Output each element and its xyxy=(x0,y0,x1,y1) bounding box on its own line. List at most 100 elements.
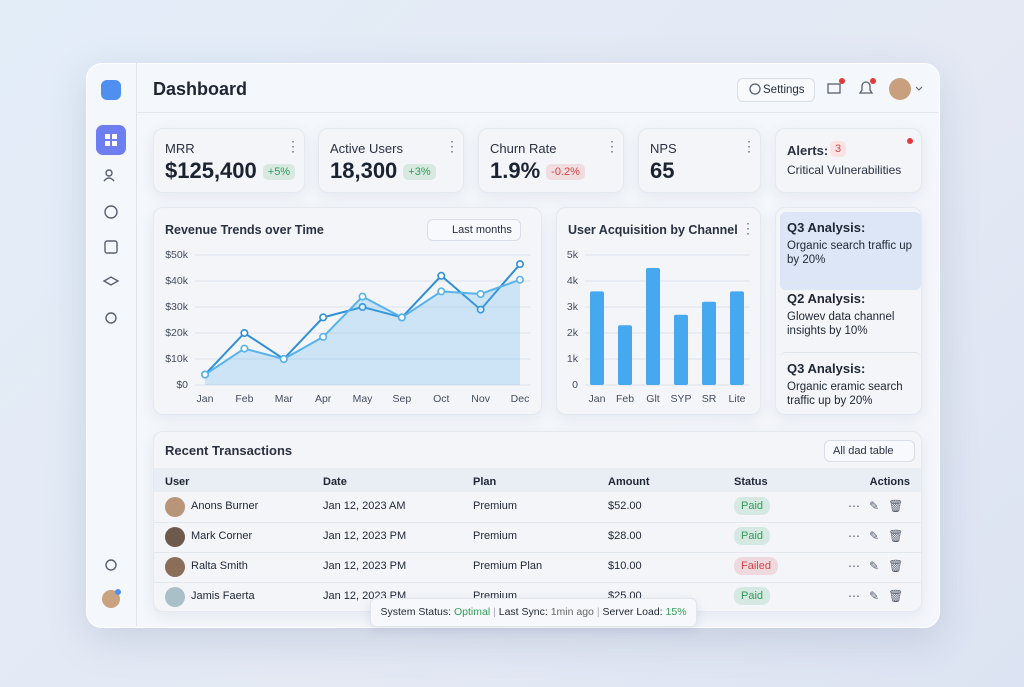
kpi-card: Active Users ⋮ 18,300 +3% xyxy=(318,128,464,193)
point xyxy=(515,260,524,269)
row-actions: ⋯✎🗑 xyxy=(848,559,912,573)
delete[interactable]: 🗑 xyxy=(888,499,913,513)
kpi-menu: ⋮ xyxy=(286,138,300,154)
kpi-value: 1.9% xyxy=(490,158,541,183)
column-header: Date xyxy=(323,476,347,488)
status-bar: System Status: Optimal | Last Sync: 1min… xyxy=(370,598,697,627)
kpi-value: $125,400 xyxy=(165,158,257,183)
nav-layers[interactable] xyxy=(102,276,120,286)
sidebar-icons xyxy=(96,80,126,608)
settings-button[interactable]: Settings xyxy=(737,78,815,102)
edit[interactable]: ✎ xyxy=(869,559,889,573)
chart-title: Revenue Trends over Time xyxy=(165,223,324,237)
plan: Premium xyxy=(473,500,518,512)
edit[interactable]: ✎ xyxy=(869,529,889,543)
kpi-change: +3% xyxy=(403,164,436,180)
edit[interactable]: ✎ xyxy=(869,589,889,603)
kpi-value: 18,300 xyxy=(330,158,398,183)
point xyxy=(476,289,485,298)
delete[interactable]: 🗑 xyxy=(888,559,913,573)
kpi-menu: ⋮ xyxy=(605,138,619,154)
alerts-label: Alerts: xyxy=(787,143,829,158)
insight: Q2 Analysis: Glowev data channel insights… xyxy=(780,282,921,361)
range-dropdown[interactable]: Last months xyxy=(427,219,521,241)
bar xyxy=(590,291,604,385)
column-header: Status xyxy=(734,476,768,488)
status: Paid xyxy=(734,527,771,545)
divider xyxy=(136,112,938,113)
edit[interactable]: ✎ xyxy=(869,499,889,513)
alerts-card[interactable]: Alerts: 3 Critical Vulnerabilities xyxy=(775,128,922,193)
kpi-change: +5% xyxy=(262,164,296,180)
row-divider xyxy=(154,552,921,553)
nav-users[interactable] xyxy=(105,169,113,177)
transactions-card: Recent Transactions All dad table User Da… xyxy=(153,431,922,612)
status: Paid xyxy=(734,587,771,605)
kpi-value: 65 xyxy=(650,158,675,183)
alert-dot xyxy=(907,138,913,144)
kpi-card: MRR ⋮ $125,400 +5% xyxy=(153,128,305,193)
plan: Premium xyxy=(473,530,518,542)
x-tick-label: Oct xyxy=(433,393,449,405)
mail-icon[interactable] xyxy=(827,83,841,94)
bell-icon[interactable] xyxy=(858,81,874,94)
column-header: Actions xyxy=(869,476,910,488)
row-actions: ⋯✎🗑 xyxy=(848,499,912,513)
user-name: Jamis Faerta xyxy=(191,590,255,602)
y-tick-label: $40k xyxy=(165,275,189,287)
point xyxy=(437,287,446,296)
column-header: Plan xyxy=(473,476,497,488)
more[interactable]: ⋯ xyxy=(848,589,869,603)
user-name: Anons Burner xyxy=(191,500,259,512)
y-tick-label: $30k xyxy=(165,301,189,313)
user-avatar[interactable] xyxy=(102,590,120,608)
x-tick-label: SR xyxy=(702,393,717,405)
row-actions: ⋯✎🗑 xyxy=(848,529,912,543)
nav-preferences[interactable] xyxy=(105,559,117,571)
point xyxy=(358,292,367,301)
x-tick-label: Mar xyxy=(275,393,294,405)
delete[interactable]: 🗑 xyxy=(888,529,913,543)
sync-value: 1min ago xyxy=(550,606,594,618)
user-name: Mark Corner xyxy=(191,530,253,542)
bar xyxy=(646,268,660,385)
more[interactable]: ⋯ xyxy=(848,559,869,573)
x-tick-label: Feb xyxy=(616,393,634,405)
x-tick-label: May xyxy=(353,393,374,405)
kpi-change: -0.2% xyxy=(546,164,585,180)
nav-dashboard[interactable] xyxy=(96,125,126,155)
kpi-label: Active Users xyxy=(330,141,403,156)
chart-title: User Acquisition by Channel xyxy=(568,223,738,237)
header-icons xyxy=(749,78,923,100)
avatar xyxy=(165,557,185,577)
insight: Q3 Analysis: Organic search traffic up by… xyxy=(780,212,921,290)
kpi-card: Churn Rate ⋮ 1.9% -0.2% xyxy=(478,128,624,193)
kpi-label: MRR xyxy=(165,141,195,156)
insights-card: Q3 Analysis: Organic search traffic up by… xyxy=(775,207,922,415)
delete[interactable]: 🗑 xyxy=(888,589,913,603)
status-value: Optimal xyxy=(453,606,491,618)
logo[interactable] xyxy=(101,80,121,100)
profile-avatar[interactable] xyxy=(889,78,911,100)
sync-label: Last Sync: xyxy=(498,606,548,618)
more[interactable]: ⋯ xyxy=(848,499,869,513)
date: Jan 12, 2023 PM xyxy=(323,530,407,542)
separator: | xyxy=(493,606,496,618)
nav-reports[interactable] xyxy=(104,205,118,219)
nav-analytics[interactable] xyxy=(104,240,118,254)
insight-text: Organic eramic search traffic up by 20% xyxy=(787,381,903,407)
x-tick-label: Jan xyxy=(197,393,214,405)
alerts-count: 3 xyxy=(830,141,847,157)
amount: $52.00 xyxy=(608,500,642,512)
menu-dots[interactable]: ⋮ xyxy=(741,220,755,236)
table-filter[interactable]: All dad table xyxy=(824,440,915,462)
kpi-label: Churn Rate xyxy=(490,141,557,156)
y-tick-label: $0 xyxy=(176,379,188,391)
x-tick-label: Lite xyxy=(729,393,746,405)
kpi-menu: ⋮ xyxy=(445,138,459,154)
status: Paid xyxy=(734,497,771,515)
nav-settings[interactable] xyxy=(105,312,117,324)
more[interactable]: ⋯ xyxy=(848,529,869,543)
insight-title: Q2 Analysis: xyxy=(787,291,866,306)
